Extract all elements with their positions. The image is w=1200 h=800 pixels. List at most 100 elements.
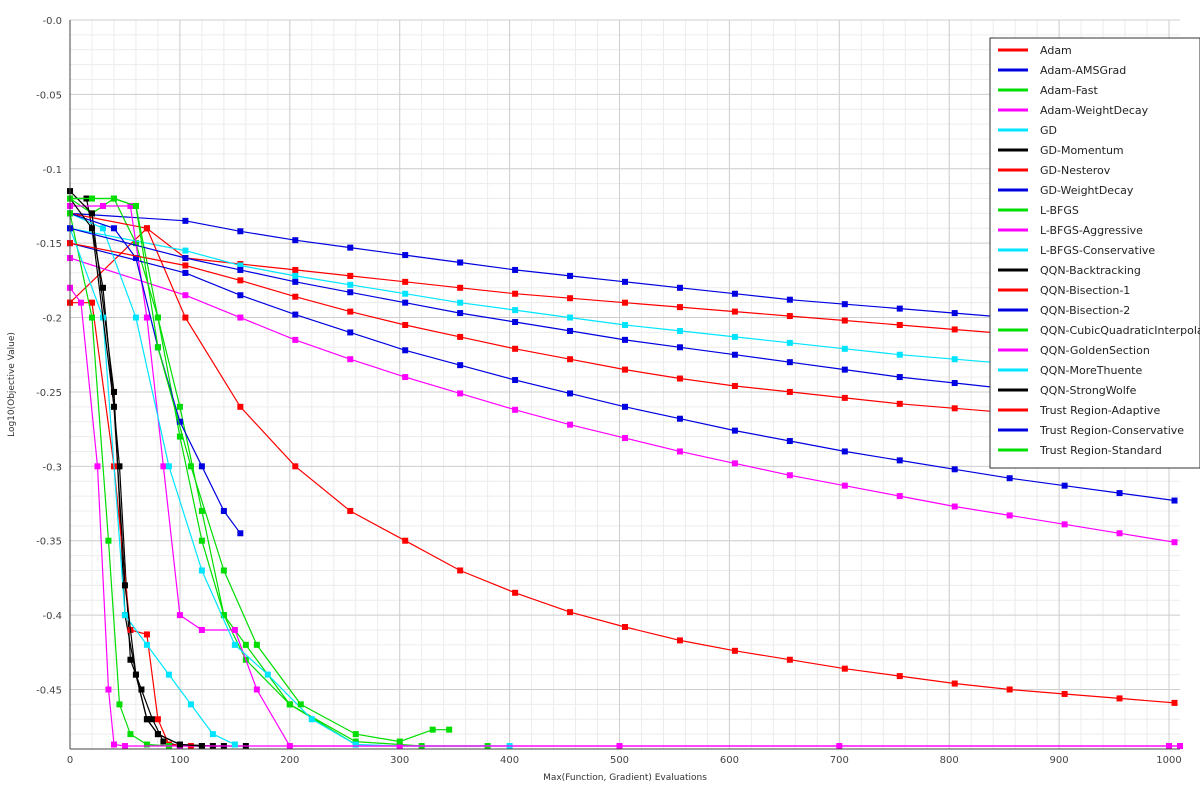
data-point (512, 589, 519, 596)
data-point (731, 351, 738, 358)
data-point (110, 388, 117, 395)
data-point (121, 612, 128, 619)
data-point (198, 567, 205, 574)
data-point (622, 299, 628, 306)
data-point (567, 609, 574, 616)
data-point (231, 641, 238, 648)
legend-entry: L-BFGS (1040, 204, 1079, 217)
data-point (154, 731, 161, 738)
series-line (69, 257, 1175, 543)
data-point (110, 195, 117, 202)
data-point (676, 344, 683, 351)
data-point (176, 612, 183, 619)
data-point (786, 388, 793, 395)
legend-entry: QQN-GoldenSection (1040, 344, 1150, 357)
legend-entry: Adam-Fast (1040, 84, 1099, 97)
data-point (88, 210, 95, 217)
data-point (292, 293, 299, 300)
data-point (198, 537, 205, 544)
data-point (253, 641, 260, 648)
data-point (786, 339, 793, 346)
data-point (951, 310, 958, 317)
data-point (143, 631, 150, 638)
data-point (1171, 497, 1178, 504)
x-tick-label: 300 (390, 755, 409, 766)
x-tick-label: 400 (500, 755, 519, 766)
series-line (69, 242, 1175, 502)
data-point (231, 626, 238, 633)
y-tick-label: -0.4 (42, 611, 62, 622)
data-point (731, 427, 738, 434)
data-point (896, 374, 903, 381)
data-point (896, 321, 903, 328)
data-point (121, 582, 128, 589)
data-point (622, 435, 628, 442)
data-point (143, 741, 150, 748)
data-point (786, 359, 793, 366)
data-point (676, 327, 683, 334)
data-point (786, 313, 793, 320)
data-point (187, 701, 194, 708)
y-tick-label: -0.45 (36, 685, 62, 696)
data-point (187, 463, 194, 470)
data-point (308, 716, 315, 723)
data-point (292, 311, 299, 318)
legend-entry: Trust Region-Adaptive (1039, 404, 1160, 417)
data-point (154, 314, 161, 321)
data-point (1116, 530, 1123, 537)
x-tick-label: 500 (610, 755, 629, 766)
data-point (1171, 539, 1178, 546)
data-point (116, 701, 123, 708)
data-point (1061, 482, 1068, 489)
data-point (457, 310, 464, 317)
data-point (567, 295, 574, 302)
data-point (457, 567, 464, 574)
data-point (292, 463, 299, 470)
data-point (731, 333, 738, 340)
data-point (160, 463, 167, 470)
data-point (567, 390, 574, 397)
y-tick-label: -0.0 (42, 16, 62, 27)
data-point (951, 380, 958, 387)
data-point (841, 366, 848, 373)
x-axis-label: Max(Function, Gradient) Evaluations (543, 773, 707, 783)
data-point (841, 482, 848, 489)
data-point (220, 612, 227, 619)
legend-entry: GD-WeightDecay (1040, 184, 1134, 197)
data-point (182, 262, 189, 269)
series-line (70, 302, 191, 747)
data-point (292, 336, 299, 343)
data-point (512, 307, 519, 314)
data-point (1116, 695, 1123, 702)
data-point (786, 472, 793, 479)
data-point (1006, 686, 1013, 693)
data-point (786, 438, 793, 445)
data-point (896, 493, 903, 500)
data-point (396, 738, 403, 745)
data-point (138, 686, 145, 693)
data-point (176, 741, 183, 748)
data-point (402, 278, 409, 285)
data-point (896, 305, 903, 312)
data-point (457, 362, 464, 369)
series-line (69, 228, 236, 746)
data-point (896, 673, 903, 680)
series-trust-region-standard (67, 195, 453, 745)
data-point (347, 308, 354, 315)
data-point (676, 448, 683, 455)
data-point (347, 329, 354, 336)
data-point (457, 259, 464, 266)
data-point (347, 272, 354, 279)
data-point (182, 314, 189, 321)
legend-entry: GD-Nesterov (1040, 164, 1111, 177)
legend: Adam Adam-AMSGrad Adam-Fast Adam-WeightDeca… (989, 37, 1200, 469)
legend-entry: Adam-WeightDecay (1040, 104, 1149, 117)
data-point (731, 460, 738, 467)
data-point (143, 716, 150, 723)
data-point (132, 202, 139, 209)
data-point (105, 686, 112, 693)
data-point (94, 463, 101, 470)
data-point (457, 390, 464, 397)
data-point (402, 299, 409, 306)
data-point (841, 665, 848, 672)
